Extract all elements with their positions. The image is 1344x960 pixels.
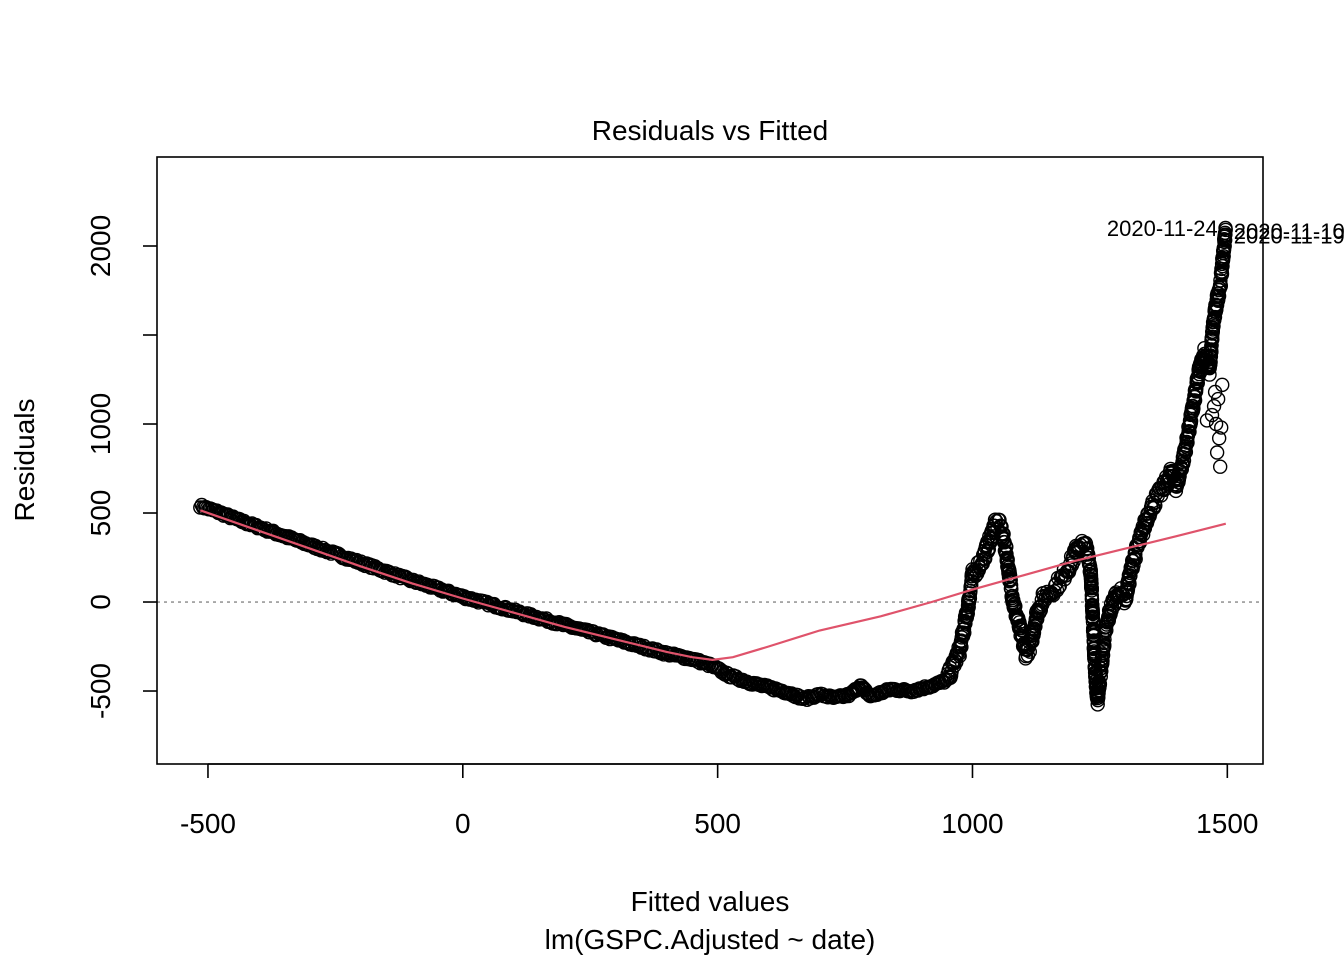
x-tick-label: 1500 bbox=[1196, 808, 1258, 839]
residual-points bbox=[193, 220, 1233, 712]
residual-point bbox=[1084, 576, 1099, 591]
x-tick-label: 1000 bbox=[941, 808, 1003, 839]
chart-title: Residuals vs Fitted bbox=[592, 115, 829, 146]
residual-outlier-point bbox=[1212, 459, 1228, 474]
residual-outlier-point bbox=[1207, 384, 1223, 400]
point-annotation: 2020-11-19 bbox=[1234, 223, 1344, 248]
x-axis-label: Fitted values bbox=[631, 886, 790, 917]
residual-point bbox=[1122, 576, 1137, 592]
residual-point bbox=[1084, 583, 1100, 598]
residual-point bbox=[1213, 273, 1228, 288]
residual-point bbox=[1081, 550, 1097, 566]
residual-point bbox=[1090, 697, 1105, 712]
residual-point bbox=[1033, 603, 1049, 618]
residual-point bbox=[1216, 249, 1231, 264]
residual-point bbox=[1211, 288, 1227, 304]
residual-outlier-point bbox=[1209, 445, 1225, 460]
residual-point bbox=[954, 639, 969, 655]
residual-outlier-point bbox=[1199, 413, 1215, 428]
residual-point bbox=[1008, 599, 1023, 614]
residual-point bbox=[1028, 619, 1043, 634]
chart-subtitle: lm(GSPC.Adjusted ~ date) bbox=[545, 924, 876, 955]
residual-point bbox=[1187, 393, 1203, 408]
residual-outlier-point bbox=[1215, 377, 1230, 393]
residual-point bbox=[1123, 568, 1138, 583]
residual-point bbox=[961, 600, 976, 615]
residual-point bbox=[1066, 554, 1081, 569]
point-annotation: 2020-11-10 bbox=[1234, 219, 1344, 244]
y-axis-label: Residuals bbox=[9, 399, 40, 522]
residual-point bbox=[960, 606, 975, 621]
residual-outlier-point bbox=[1214, 420, 1229, 435]
residual-outlier-point bbox=[1211, 431, 1227, 446]
x-tick-label: 500 bbox=[694, 808, 741, 839]
residual-point bbox=[1180, 435, 1195, 450]
x-tick-label: 0 bbox=[455, 808, 471, 839]
residual-point bbox=[1085, 606, 1101, 621]
residual-point bbox=[1206, 319, 1221, 334]
y-tick-label: 500 bbox=[85, 490, 116, 537]
residual-point bbox=[957, 625, 972, 640]
plot-area bbox=[157, 220, 1263, 712]
residual-point bbox=[992, 512, 1007, 528]
point-annotation: 2020-11-24 bbox=[1107, 216, 1218, 241]
y-tick-label: -500 bbox=[85, 663, 116, 719]
y-tick-label: 2000 bbox=[85, 215, 116, 277]
residual-point bbox=[952, 648, 967, 664]
residual-point bbox=[1218, 222, 1233, 238]
residual-point bbox=[1182, 424, 1197, 439]
residual-point bbox=[1203, 349, 1219, 364]
residual-outlier-point bbox=[1210, 391, 1226, 407]
residual-outlier-point bbox=[1206, 399, 1222, 414]
smoother-line bbox=[199, 509, 1227, 662]
y-tick-label: 0 bbox=[85, 594, 116, 610]
residual-outlier-point bbox=[1204, 407, 1220, 423]
residual-point bbox=[1101, 613, 1117, 628]
residual-point bbox=[1218, 227, 1233, 242]
y-tick-label: 1000 bbox=[85, 393, 116, 455]
residual-point bbox=[1176, 453, 1192, 468]
residual-point bbox=[382, 564, 397, 580]
residual-point bbox=[1174, 462, 1190, 477]
residual-point bbox=[420, 577, 435, 592]
x-tick-label: -500 bbox=[180, 808, 236, 839]
